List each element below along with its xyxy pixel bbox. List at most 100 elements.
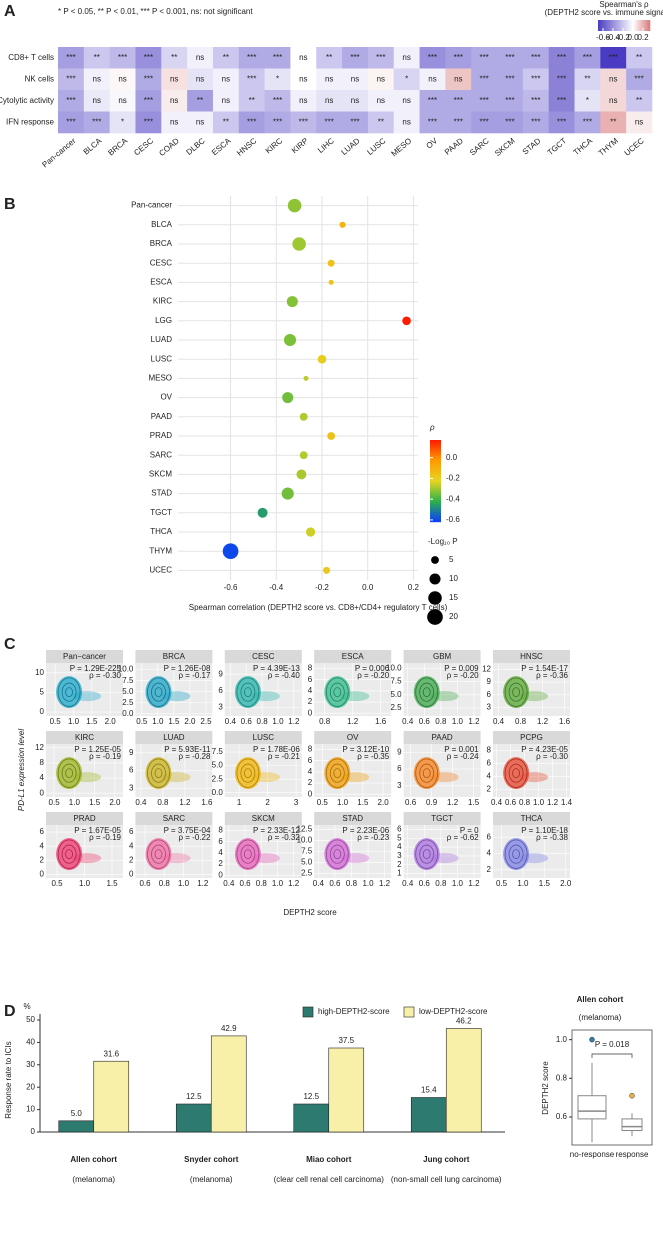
x-tick-label: 0.8 [157,798,169,807]
x-tick-label: 0.6 [419,717,431,726]
annotation: P = 0.006 [355,664,390,673]
y-tick-label: 2 [308,778,313,787]
value-label: 46.2 [456,1017,472,1026]
colorbar-step [627,20,629,31]
annotation: ρ = -0.32 [268,833,300,842]
significance: *** [273,96,282,105]
colorbar-tick-label: -0.6 [596,33,610,42]
x-tick-label: 0.4 [225,717,237,726]
colorbar-step [635,20,637,31]
column-label: KIRP [290,136,310,155]
heat-cell [522,111,549,134]
x-axis-label: DEPTH2 score [283,908,337,917]
panel-title: STAD [342,814,363,823]
significance: *** [247,53,256,62]
significance: *** [428,96,437,105]
y-tick-label: 6 [218,837,223,846]
point-cloud [251,853,280,864]
y-tick-label: 6 [487,758,492,767]
y-tick-label: 0 [40,707,45,716]
y-unit: % [23,1002,30,1011]
colorbar-tick-label: -0.6 [446,515,460,524]
colorbar-step [430,508,441,511]
point-cloud [503,757,530,790]
annotation: P = 1.25E-05 [74,745,121,754]
density-contour [333,849,342,860]
significance: *** [118,53,127,62]
point-cloud [162,691,191,702]
heat-cell [109,90,136,112]
annotation: P = 1.78E-06 [253,745,300,754]
heat-cell [342,47,369,69]
x-tick-label: 1.0 [337,798,349,807]
density-contour [236,758,260,788]
x-tick-label: 1.0 [517,879,529,888]
significance: *** [66,74,75,83]
strip [493,650,570,663]
heat-cell [238,90,265,112]
significance: *** [531,96,540,105]
y-tick-label: 3 [397,851,402,860]
colorbar-step [630,20,632,31]
y-tick-label: 8 [308,664,313,673]
panel-title: Pan−cancer [63,652,106,661]
bubble [305,527,316,537]
significance: *** [557,53,566,62]
significance: ns [454,74,462,83]
significance: ** [636,53,642,62]
panel-title: CESC [252,652,274,661]
y-tick-label: TGCT [150,508,172,517]
bubble [402,316,411,326]
density-contour [154,768,163,779]
annotation: ρ = -0.20 [447,671,479,680]
heat-cell [212,68,240,91]
density-contour [419,763,435,783]
bubble [296,469,307,480]
point-cloud [56,838,83,871]
y-tick-label: 2 [308,697,313,706]
column-label: DLBC [185,136,207,157]
heat-cell [83,111,110,134]
heat-cell [58,68,85,91]
point-cloud [234,676,261,709]
size-key [427,609,443,625]
heat-cell [626,111,653,134]
density-contour [325,758,349,788]
heat-cell [471,47,498,69]
density-contour [508,844,524,864]
point-cloud [324,676,351,709]
box [621,1118,643,1132]
significance: ns [170,117,178,126]
legend-title: Spearman's ρ [599,0,649,9]
x-tick-label: 0.2 [408,583,420,592]
x-tick-label: 1.2 [347,717,359,726]
colorbar-step [430,500,441,503]
density-contour [151,763,166,783]
y-tick-label: 2 [218,859,223,868]
colorbar-step [430,480,441,483]
colorbar-tick-label: 0.0 [446,453,458,462]
density-contour [504,839,528,869]
legend-label: low-DEPTH2-score [419,1007,488,1016]
category-note: (non-small cell lung carcinoma) [391,1175,502,1184]
y-tick-label: SARC [150,450,172,459]
x-tick-label: 0.4 [402,879,414,888]
annotation: P = 1.10E-18 [521,826,568,835]
x-tick-label: 0.8 [159,879,171,888]
density-contour [151,844,166,864]
significance: *** [609,53,618,62]
heat-cell [419,111,446,134]
heat-cell [497,90,524,112]
bubble [323,566,331,574]
density-contour [65,849,73,860]
heat-cell [548,68,575,91]
column-label: UCEC [623,136,646,158]
y-tick-label: 6 [40,827,45,836]
x-tick-label: 1.5 [106,879,118,888]
heat-cell [161,68,188,91]
bubble [281,487,294,500]
heat-cell [393,68,420,91]
plot-frame [571,1029,653,1146]
density-contour [325,839,349,869]
significance: *** [66,96,75,105]
